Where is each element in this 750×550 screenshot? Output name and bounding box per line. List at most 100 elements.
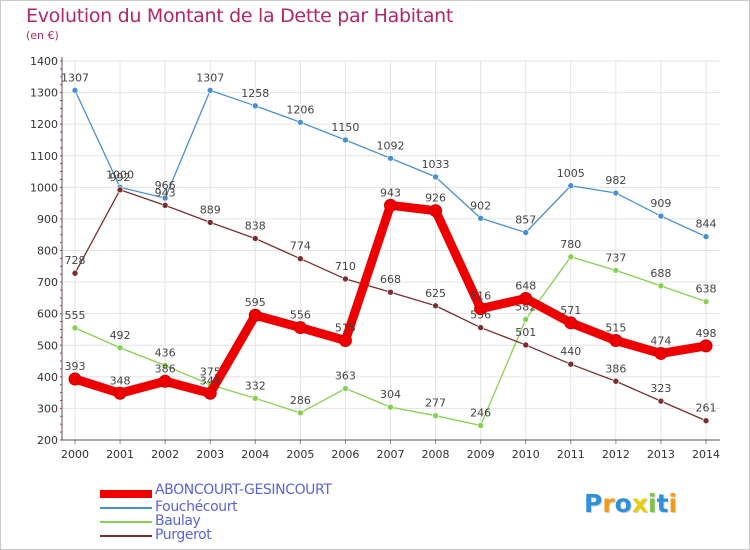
data-point-purgerot xyxy=(71,269,79,277)
data-label-baulay: 304 xyxy=(380,388,401,401)
x-tick-label: 2012 xyxy=(602,448,630,461)
logo-letter: P xyxy=(584,489,603,518)
data-point-purgerot xyxy=(522,341,530,349)
logo-letter: t xyxy=(656,489,669,518)
data-label-fouch-court: 1150 xyxy=(331,121,359,134)
y-tick-label: 1100 xyxy=(30,150,58,163)
data-point-purgerot xyxy=(206,219,214,226)
y-tick-label: 1000 xyxy=(30,181,58,194)
legend-swatch xyxy=(100,507,152,509)
data-point-purgerot xyxy=(161,202,169,209)
data-label-aboncourt-gesincourt: 474 xyxy=(650,334,671,347)
data-point-purgerot xyxy=(432,302,439,310)
data-point-aboncourt-gesincourt xyxy=(203,386,217,400)
data-point-fouch-court xyxy=(71,87,79,94)
x-tick-label: 2001 xyxy=(106,448,134,461)
data-label-baulay: 638 xyxy=(696,283,717,296)
x-tick-label: 2007 xyxy=(377,448,405,461)
data-point-fouch-court xyxy=(522,229,530,236)
data-label-aboncourt-gesincourt: 393 xyxy=(65,360,86,373)
data-label-fouch-court: 982 xyxy=(605,174,626,187)
y-tick-label: 600 xyxy=(37,308,58,321)
data-label-purgerot: 668 xyxy=(380,273,401,286)
data-point-purgerot xyxy=(567,360,575,368)
data-label-fouch-court: 1005 xyxy=(557,167,585,180)
data-point-fouch-court xyxy=(567,182,575,190)
data-label-baulay: 363 xyxy=(335,370,356,383)
x-tick-label: 2004 xyxy=(241,448,269,461)
data-label-purgerot: 501 xyxy=(515,326,536,339)
y-tick-label: 500 xyxy=(37,339,58,352)
y-tick-label: 800 xyxy=(37,245,58,258)
data-point-fouch-court xyxy=(612,189,620,197)
data-point-aboncourt-gesincourt xyxy=(564,316,578,330)
legend-label: Fouchécourt xyxy=(155,499,238,515)
unit-label: (en €) xyxy=(26,29,59,42)
proxiti-logo: Proxiti xyxy=(584,489,677,518)
legend-swatch xyxy=(100,490,152,498)
data-point-fouch-court xyxy=(342,136,349,144)
data-point-fouch-court xyxy=(432,173,439,181)
data-label-purgerot: 386 xyxy=(605,362,626,375)
data-point-purgerot xyxy=(297,255,304,263)
data-point-baulay xyxy=(71,324,79,332)
data-point-aboncourt-gesincourt xyxy=(293,321,307,335)
data-label-fouch-court: 844 xyxy=(696,218,717,231)
y-tick-label: 900 xyxy=(37,213,58,226)
data-point-aboncourt-gesincourt xyxy=(384,198,397,212)
data-label-baulay: 737 xyxy=(605,251,626,264)
data-label-purgerot: 774 xyxy=(290,240,311,253)
data-point-aboncourt-gesincourt xyxy=(699,339,713,353)
data-label-fouch-court: 1033 xyxy=(422,158,450,171)
data-label-baulay: 555 xyxy=(65,309,86,322)
data-point-aboncourt-gesincourt xyxy=(158,374,172,388)
data-point-baulay xyxy=(251,395,259,402)
data-point-aboncourt-gesincourt xyxy=(609,334,623,348)
data-point-aboncourt-gesincourt xyxy=(474,302,488,316)
data-label-purgerot: 261 xyxy=(696,402,717,415)
data-point-purgerot xyxy=(387,288,394,296)
data-label-fouch-court: 966 xyxy=(155,179,176,192)
data-label-baulay: 780 xyxy=(560,238,581,251)
data-label-fouch-court: 1000 xyxy=(106,168,134,181)
data-label-purgerot: 943 xyxy=(155,186,176,199)
legend-label: Baulay xyxy=(155,513,201,529)
data-point-fouch-court xyxy=(657,212,665,220)
data-point-purgerot xyxy=(657,397,665,405)
data-point-aboncourt-gesincourt xyxy=(338,334,352,348)
y-tick-label: 1400 xyxy=(30,55,58,68)
data-point-baulay xyxy=(161,362,169,369)
data-point-baulay xyxy=(657,282,665,290)
logo-letter: o xyxy=(614,489,632,518)
data-label-purgerot: 625 xyxy=(425,287,446,300)
data-point-purgerot xyxy=(116,186,124,194)
chart-title: Evolution du Montant de la Dette par Hab… xyxy=(26,5,454,27)
y-tick-label: 200 xyxy=(37,434,58,447)
data-label-fouch-court: 1206 xyxy=(286,103,314,116)
data-label-purgerot: 838 xyxy=(245,219,266,232)
data-label-fouch-court: 909 xyxy=(650,197,671,210)
data-label-purgerot: 323 xyxy=(650,382,671,395)
data-label-aboncourt-gesincourt: 515 xyxy=(335,322,356,335)
data-point-baulay xyxy=(297,409,304,417)
logo-letter: i xyxy=(648,489,657,518)
data-point-fouch-court xyxy=(251,102,259,110)
data-label-aboncourt-gesincourt: 648 xyxy=(515,280,536,293)
data-point-fouch-court xyxy=(206,87,214,94)
data-point-aboncourt-gesincourt xyxy=(429,204,443,218)
legend-swatch xyxy=(100,535,152,537)
x-tick-label: 2009 xyxy=(467,448,495,461)
x-tick-label: 2010 xyxy=(512,448,540,461)
data-label-purgerot: 440 xyxy=(560,345,581,358)
data-point-aboncourt-gesincourt xyxy=(248,308,262,322)
data-label-fouch-court: 902 xyxy=(470,199,491,212)
data-label-aboncourt-gesincourt: 348 xyxy=(110,374,131,387)
y-tick-label: 700 xyxy=(37,276,58,289)
data-label-aboncourt-gesincourt: 943 xyxy=(380,186,401,199)
data-point-baulay xyxy=(567,253,575,261)
data-label-aboncourt-gesincourt: 386 xyxy=(155,362,176,375)
logo-letter: i xyxy=(668,489,678,518)
data-label-aboncourt-gesincourt: 595 xyxy=(245,296,266,309)
data-point-baulay xyxy=(432,412,439,419)
data-point-aboncourt-gesincourt xyxy=(654,346,668,360)
